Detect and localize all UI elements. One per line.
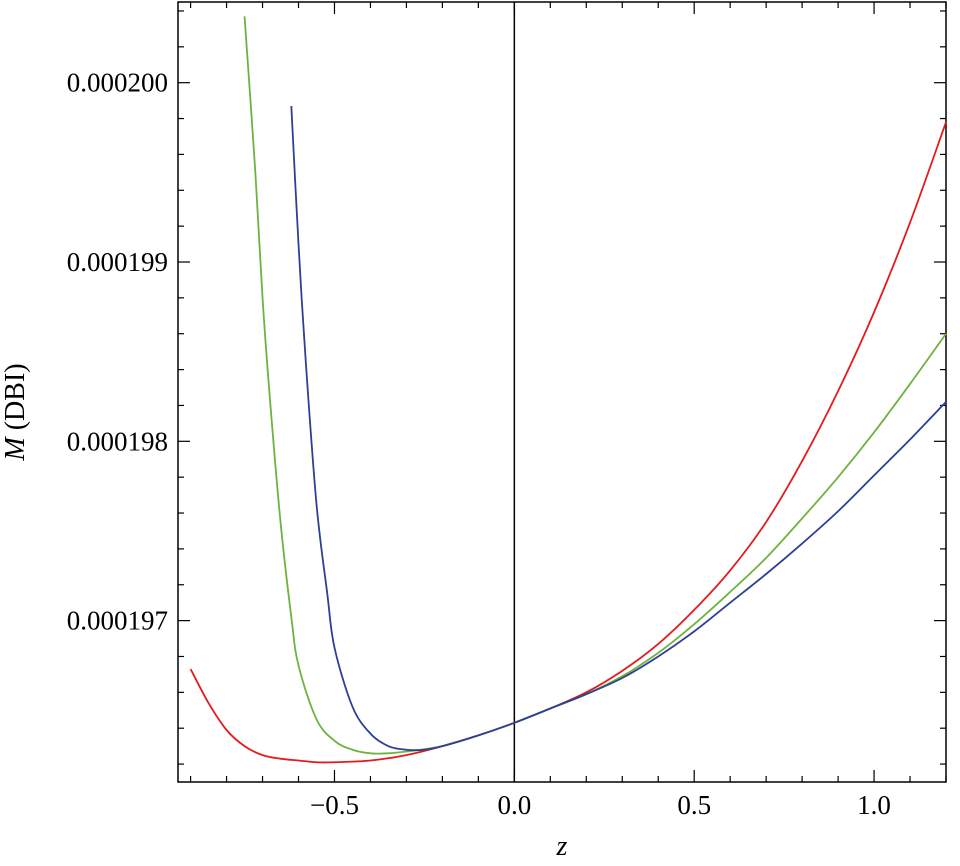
series-line-1	[189, 121, 947, 764]
x-tick-label: 0.0	[497, 790, 531, 820]
x-tick-label: −0.5	[310, 790, 359, 820]
y-axis-label-symbol: M	[0, 436, 31, 462]
y-tick-label: 0.000199	[67, 247, 168, 277]
x-axis-label: z	[556, 831, 568, 861]
plot-frame	[177, 1, 947, 783]
series-line-3	[290, 105, 947, 752]
y-tick-label: 0.000200	[67, 68, 168, 98]
axis-tick-labels: −0.5 0.0 0.5 1.0 0.000197 0.000198 0.000199 0.0…	[67, 68, 891, 820]
x-tick-label: 1.0	[857, 790, 891, 820]
y-axis-label: M (DBI)	[0, 363, 31, 461]
y-axis-label-unit: (DBI)	[0, 363, 31, 437]
y-tick-label: 0.000197	[67, 606, 168, 636]
x-tick-label: 0.5	[677, 790, 711, 820]
axis-ticks	[178, 2, 947, 782]
y-tick-label: 0.000198	[67, 426, 168, 456]
series-group	[189, 16, 947, 764]
